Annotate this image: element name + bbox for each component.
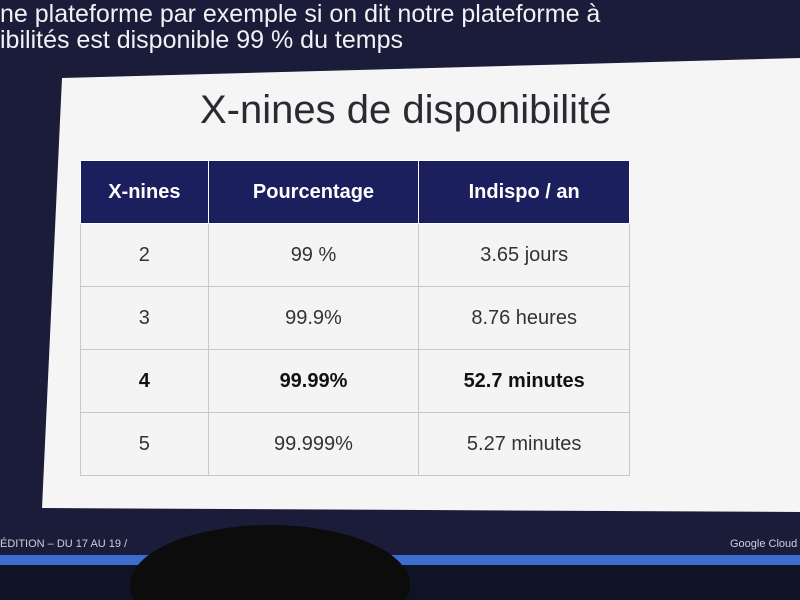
table-cell: 5 (80, 412, 209, 476)
table-cell: 52.7 minutes (418, 349, 630, 413)
header-cell: X-nines (80, 160, 209, 224)
header-cell: Indispo / an (418, 160, 630, 224)
footer-event: ÉDITION – DU 17 AU 19 / (0, 538, 128, 550)
footer-sponsor: Google Cloud (730, 538, 798, 550)
slide-title: X-nines de disponibilité (200, 88, 612, 132)
table-cell: 5.27 minutes (418, 412, 630, 476)
footer-stripe (0, 555, 800, 565)
table-row: 4 99.99% 52.7 minutes (80, 349, 630, 413)
table-cell: 4 (80, 349, 209, 413)
caption-line: ne plateforme par exemple si on dit notr… (0, 0, 601, 28)
table-cell: 8.76 heures (418, 286, 630, 350)
header-row: X-nines Pourcentage Indispo / an (80, 160, 630, 224)
audience-head (130, 525, 410, 600)
table-row: 2 99 % 3.65 jours (80, 223, 630, 287)
table-cell: 2 (80, 223, 209, 287)
table-cell: 99.999% (207, 412, 420, 476)
table-row: 3 99.9% 8.76 heures (80, 286, 630, 350)
table-cell: 99 % (207, 223, 420, 287)
table-cell: 99.99% (207, 349, 420, 413)
table-cell: 3.65 jours (418, 223, 630, 287)
caption-line: ibilités est disponible 99 % du temps (0, 26, 404, 54)
table-cell: 99.9% (207, 286, 420, 350)
table: X-nines Pourcentage Indispo / an 2 99 % 3.65 … (80, 160, 630, 476)
header-cell: Pourcentage (207, 160, 420, 224)
table-row: 5 99.999% 5.27 minutes (80, 412, 630, 476)
table-cell: 3 (80, 286, 209, 350)
